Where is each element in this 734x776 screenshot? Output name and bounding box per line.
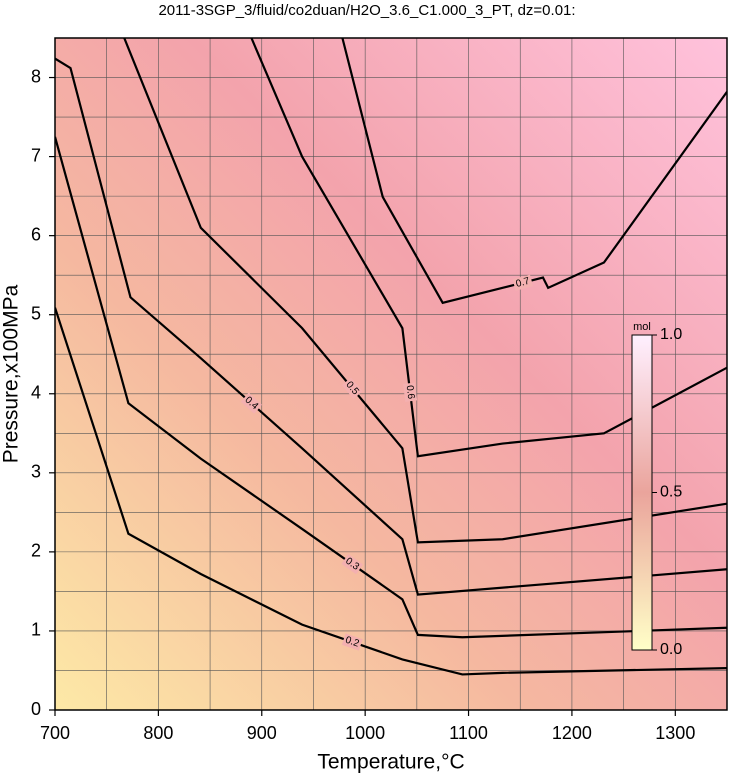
y-tick-label: 5	[31, 303, 41, 323]
x-axis-label: Temperature,°C	[317, 751, 464, 774]
plot-background	[55, 38, 727, 710]
y-tick-label: 2	[31, 541, 41, 561]
y-tick-label: 8	[31, 66, 41, 86]
x-tick-label: 700	[40, 723, 70, 743]
contour-label-bg	[341, 633, 363, 651]
contour-label-bg	[512, 274, 534, 291]
colorbar-tick-label: 0.5	[660, 484, 682, 501]
contour-label-bg	[240, 392, 263, 414]
x-tick-label: 1200	[552, 723, 592, 743]
contour-label: 0.6	[404, 385, 417, 401]
plot-area: 0.20.30.40.5 0.60.7	[55, 38, 727, 676]
y-tick-label: 7	[31, 145, 41, 165]
contour-label-bg	[403, 382, 418, 402]
colorbar-label: mol	[633, 321, 651, 333]
x-tick-label: 900	[247, 723, 277, 743]
y-tick-label: 3	[31, 462, 41, 482]
colorbar-tick-label: 0.0	[660, 641, 682, 658]
contour-label-bg	[341, 377, 363, 399]
colorbar	[631, 334, 653, 651]
x-tick-label: 1300	[655, 723, 695, 743]
x-tick-label: 800	[143, 723, 173, 743]
colorbar-tick-label: 1.0	[660, 326, 682, 343]
y-axis-label: Pressure,x100MPa	[0, 284, 23, 463]
contour-label-bg	[341, 554, 364, 575]
contour-line	[123, 38, 727, 544]
x-tick-label: 1100	[449, 723, 488, 743]
y-tick-label: 4	[31, 383, 41, 403]
chart-title: 2011-3SGP_3/fluid/co2duan/H2O_3.6_C1.000…	[158, 2, 575, 19]
y-tick-label: 6	[31, 224, 41, 244]
contour-line	[250, 38, 727, 458]
contour-label: 0.2	[344, 635, 361, 650]
y-tick-label: 0	[31, 699, 41, 719]
plot-frame	[54, 37, 728, 711]
x-tick-label: 1000	[345, 723, 385, 743]
y-tick-label: 1	[31, 620, 41, 640]
contour-label: 0.7	[515, 276, 532, 290]
